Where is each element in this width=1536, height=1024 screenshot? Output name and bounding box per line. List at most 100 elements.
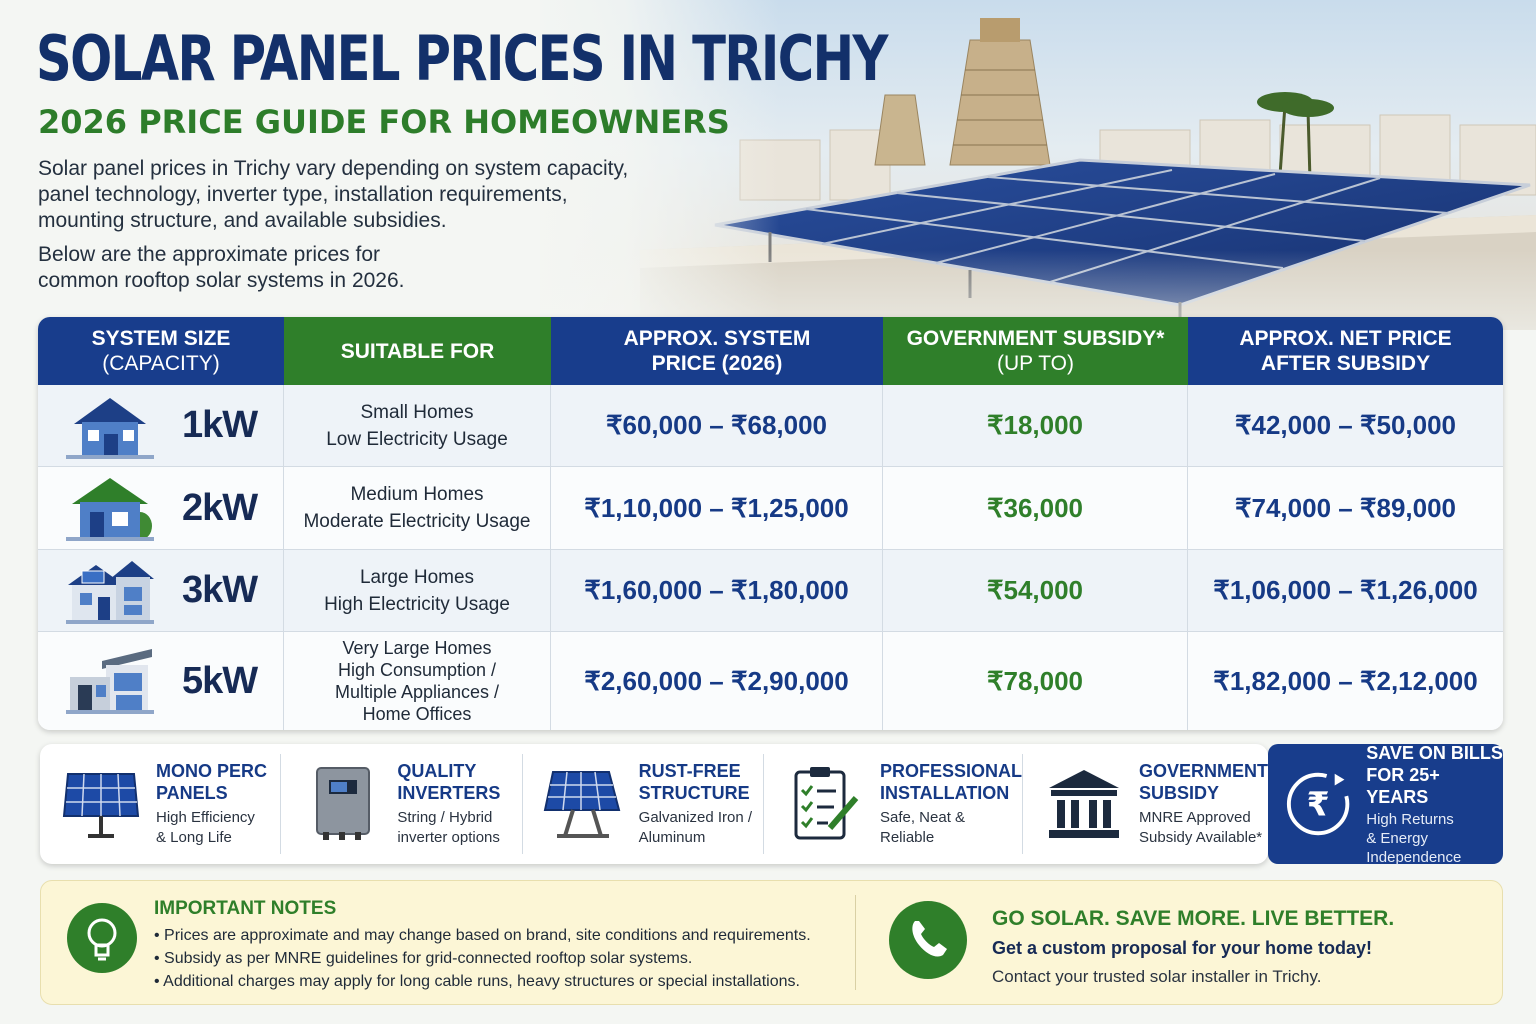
important-notes-panel: IMPORTANT NOTES Prices are approximate a… bbox=[40, 880, 1503, 1005]
suitable-text: High Electricity Usage bbox=[324, 593, 510, 615]
feature-government-subsidy: GOVERNMENT SUBSIDY MNRE Approved Subsidy A… bbox=[1023, 754, 1268, 854]
header-net-price: APPROX. NET PRICE AFTER SUBSIDY bbox=[1188, 317, 1503, 385]
system-size: 1kW bbox=[182, 404, 258, 446]
suitable-text: Large Homes bbox=[359, 566, 475, 588]
suitable-for-cell: Small Homes Low Electricity Usage bbox=[284, 385, 551, 467]
feature-desc: & Long Life bbox=[156, 829, 232, 846]
mounting-structure-icon bbox=[543, 771, 620, 838]
net-price: ₹42,000 – ₹50,000 bbox=[1188, 385, 1503, 467]
feature-desc: Galvanized Iron / bbox=[638, 809, 753, 826]
header-subsidy: GOVERNMENT SUBSIDY* (UP TO) bbox=[883, 317, 1188, 385]
clipboard-checklist-icon bbox=[794, 767, 859, 840]
system-price: ₹60,000 – ₹68,000 bbox=[551, 385, 883, 467]
suitable-text: Small Homes bbox=[360, 401, 474, 423]
small-house-icon bbox=[66, 397, 154, 459]
svg-text:₹: ₹ bbox=[1307, 785, 1330, 824]
intro-line: Solar panel prices in Trichy vary depend… bbox=[38, 157, 629, 180]
modern-house-icon bbox=[66, 649, 154, 714]
phone-icon[interactable] bbox=[889, 901, 967, 979]
system-price: ₹1,60,000 – ₹1,80,000 bbox=[551, 550, 883, 632]
page-title: SOLAR PANEL PRICES IN TRICHY bbox=[36, 22, 888, 95]
subsidy-amount: ₹78,000 bbox=[883, 632, 1188, 730]
suitable-for-cell: Large Homes High Electricity Usage bbox=[284, 550, 551, 632]
save-desc: Independence bbox=[1366, 848, 1462, 866]
intro-line: common rooftop solar systems in 2026. bbox=[38, 269, 405, 292]
notes-title: IMPORTANT NOTES bbox=[154, 898, 337, 919]
feature-quality-inverters: QUALITY INVERTERS String / Hybrid inverter… bbox=[281, 754, 523, 854]
cta-title: GO SOLAR. SAVE MORE. LIVE BETTER. bbox=[992, 907, 1395, 930]
intro-line: Below are the approximate prices for bbox=[38, 243, 380, 266]
feature-title: RUST-FREE bbox=[638, 761, 741, 781]
suitable-text: Very Large Homes bbox=[342, 638, 492, 658]
notes-list: Prices are approximate and may change ba… bbox=[154, 924, 811, 993]
lightbulb-icon bbox=[67, 903, 137, 973]
government-building-icon bbox=[1049, 770, 1119, 838]
feature-title: INSTALLATION bbox=[879, 783, 1010, 803]
cta-subtext: Contact your trusted solar installer in … bbox=[992, 967, 1322, 986]
table-row-size: 2kW bbox=[38, 467, 284, 550]
header-text: SYSTEM SIZE bbox=[91, 327, 231, 350]
feature-title: INVERTERS bbox=[397, 783, 501, 803]
subsidy-amount: ₹18,000 bbox=[883, 385, 1188, 467]
header-system-price: APPROX. SYSTEM PRICE (2026) bbox=[551, 317, 883, 385]
net-price: ₹1,82,000 – ₹2,12,000 bbox=[1188, 632, 1503, 730]
suitable-text: Home Offices bbox=[362, 704, 472, 724]
system-price: ₹2,60,000 – ₹2,90,000 bbox=[551, 632, 883, 730]
header-text: APPROX. SYSTEM bbox=[623, 327, 811, 350]
features-strip: MONO PERC PANELS High Efficiency & Long Li… bbox=[40, 744, 1268, 864]
inverter-icon bbox=[316, 767, 371, 840]
header-text: APPROX. NET PRICE bbox=[1239, 327, 1452, 350]
price-table: SYSTEM SIZE (CAPACITY) SUITABLE FOR APPR… bbox=[38, 317, 1503, 730]
feature-title: PROFESSIONAL bbox=[879, 761, 1022, 781]
system-size: 5kW bbox=[182, 659, 258, 702]
solar-panel-icon bbox=[62, 773, 140, 838]
medium-house-icon bbox=[66, 478, 154, 541]
intro-text: Solar panel prices in Trichy vary depend… bbox=[38, 156, 678, 294]
save-title: SAVE ON BILLS bbox=[1366, 742, 1503, 763]
feature-title: SUBSIDY bbox=[1139, 783, 1220, 803]
subsidy-amount: ₹54,000 bbox=[883, 550, 1188, 632]
feature-desc: Reliable bbox=[879, 829, 935, 846]
note-item: Additional charges may apply for long ca… bbox=[154, 970, 811, 993]
page-subtitle: 2026 PRICE GUIDE FOR HOMEOWNERS bbox=[38, 103, 730, 141]
feature-title: STRUCTURE bbox=[638, 783, 750, 803]
cta-line: Get a custom proposal for your home toda… bbox=[992, 938, 1373, 958]
save-title: FOR 25+ YEARS bbox=[1366, 764, 1440, 807]
temple-tower bbox=[874, 18, 1051, 166]
table-row-size: 5kW bbox=[38, 632, 284, 730]
feature-title: MONO PERC bbox=[156, 761, 268, 781]
header-system-size: SYSTEM SIZE (CAPACITY) bbox=[38, 317, 284, 385]
feature-professional-installation: PROFESSIONAL INSTALLATION Safe, Neat & Rel… bbox=[764, 754, 1023, 854]
feature-rust-free-structure: RUST-FREE STRUCTURE Galvanized Iron / Alum… bbox=[523, 754, 764, 854]
rupee-cycle-icon: ₹ bbox=[1286, 772, 1350, 836]
header-text: (CAPACITY) bbox=[102, 352, 220, 375]
suitable-text: Moderate Electricity Usage bbox=[303, 511, 531, 532]
feature-title: QUALITY bbox=[397, 761, 477, 781]
feature-desc: Subsidy Available* bbox=[1139, 829, 1263, 846]
table-row-size: 3kW bbox=[38, 550, 284, 632]
system-size: 3kW bbox=[182, 569, 258, 611]
large-house-icon bbox=[66, 560, 154, 624]
suitable-for-cell: Very Large Homes High Consumption / Mult… bbox=[284, 632, 551, 730]
intro-line: panel technology, inverter type, install… bbox=[38, 183, 568, 206]
header-text: GOVERNMENT SUBSIDY* bbox=[906, 327, 1165, 350]
net-price: ₹74,000 – ₹89,000 bbox=[1188, 467, 1503, 550]
feature-desc: Aluminum bbox=[638, 829, 706, 846]
feature-desc: High Efficiency bbox=[156, 809, 255, 826]
subsidy-amount: ₹36,000 bbox=[883, 467, 1188, 550]
save-desc: & Energy bbox=[1366, 829, 1428, 847]
note-item: Prices are approximate and may change ba… bbox=[154, 924, 811, 947]
suitable-text: Low Electricity Usage bbox=[326, 428, 508, 450]
header-text: PRICE (2026) bbox=[651, 352, 783, 375]
feature-desc: String / Hybrid bbox=[397, 809, 493, 826]
divider bbox=[855, 895, 856, 990]
feature-title: PANELS bbox=[156, 783, 228, 803]
intro-line: mounting structure, and available subsid… bbox=[38, 209, 447, 232]
feature-mono-perc-panels: MONO PERC PANELS High Efficiency & Long Li… bbox=[40, 754, 282, 854]
header-text: SUITABLE FOR bbox=[340, 339, 495, 363]
suitable-text: Medium Homes bbox=[350, 484, 484, 505]
system-price: ₹1,10,000 – ₹1,25,000 bbox=[551, 467, 883, 550]
feature-title: GOVERNMENT bbox=[1139, 761, 1269, 781]
system-size: 2kW bbox=[182, 486, 258, 529]
suitable-for-cell: Medium Homes Moderate Electricity Usage bbox=[284, 467, 551, 550]
